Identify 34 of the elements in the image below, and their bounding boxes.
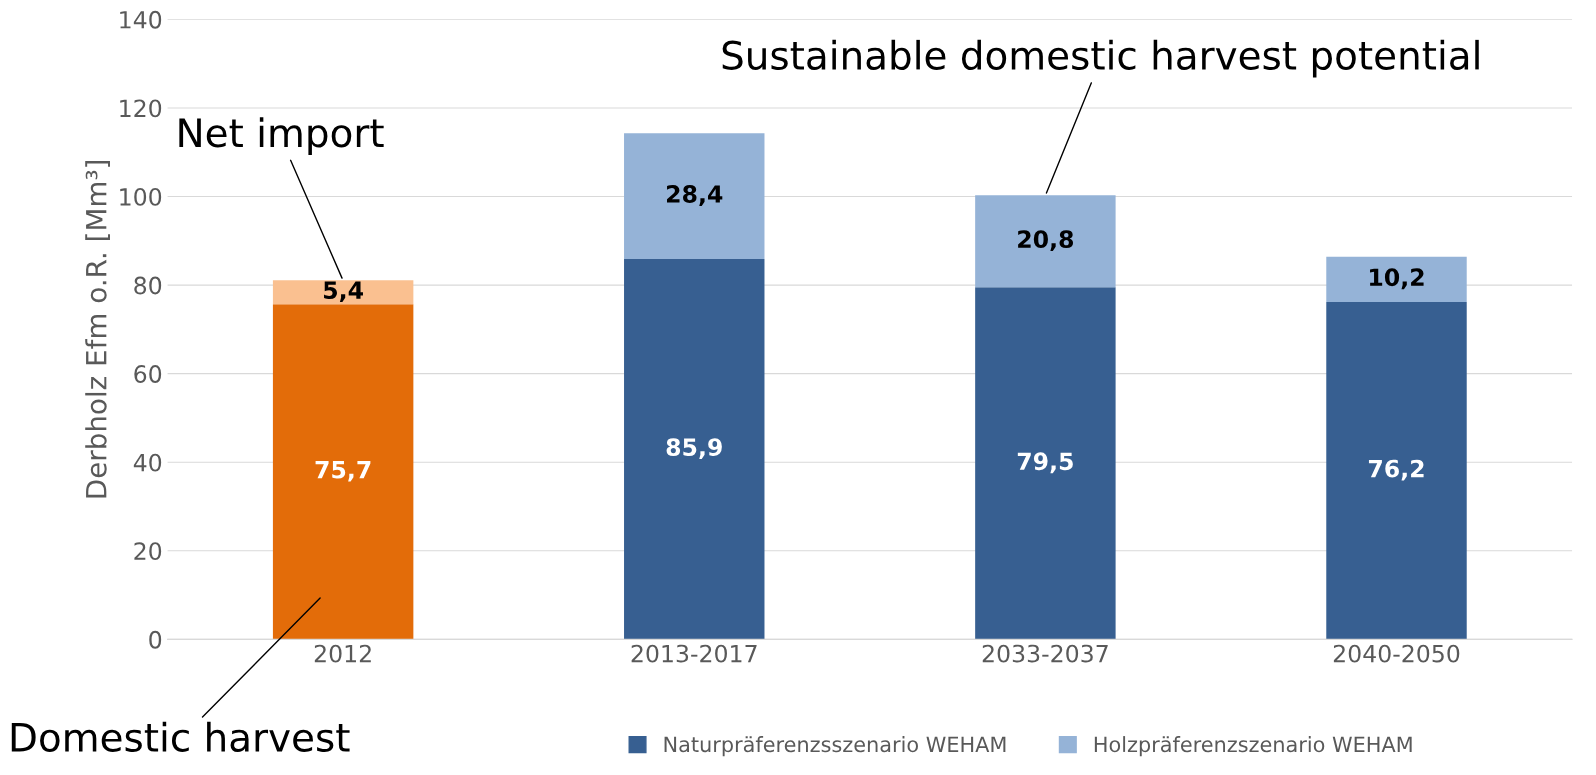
annotation: Net import [179, 117, 384, 155]
bar [272, 280, 414, 305]
bar [624, 133, 765, 259]
x-tick-label: 2040-2050 [1333, 644, 1460, 663]
y-tick-label: 120 [120, 99, 162, 118]
y-tick-label: 100 [120, 187, 162, 206]
y-tick-label: 80 [134, 276, 162, 295]
text: Domestic harvest [11, 721, 350, 752]
data-label: 5,4 [324, 281, 363, 303]
annotation: Sustainable domestic harvest potential [722, 39, 1479, 78]
legend-label: Holzpräferenzszenario WEHAM [1094, 736, 1412, 757]
data-label: 85,9 [666, 438, 722, 460]
bar [272, 304, 414, 640]
y-tick-label: 60 [134, 365, 162, 383]
x-tick-label: 2013-2017 [631, 644, 757, 663]
data-label: 76,2 [1368, 459, 1424, 481]
legend-label: Naturpräferenzsszenario WEHAM [664, 736, 1006, 757]
data-label: 10,2 [1370, 268, 1424, 290]
data-label: 75,7 [315, 461, 371, 482]
y-tick-label: 40 [133, 453, 162, 472]
y-tick-label: 20 [134, 542, 162, 561]
data-label: 20,8 [1018, 230, 1074, 252]
bar [1326, 256, 1467, 302]
x-tick-label: 2033-2037 [982, 644, 1108, 663]
bar [1326, 301, 1467, 640]
y-tick-label: 0 [149, 630, 162, 649]
bar [975, 287, 1116, 640]
x-tick-label: 2012 [314, 644, 371, 663]
data-label: 28,4 [667, 185, 723, 206]
y-axis-title: Derbholz Efm o.R. [Mm³] [85, 160, 110, 498]
bar [624, 258, 765, 640]
data-label: 79,5 [1017, 452, 1073, 474]
bar [975, 195, 1116, 288]
y-tick-label: 140 [120, 10, 162, 29]
